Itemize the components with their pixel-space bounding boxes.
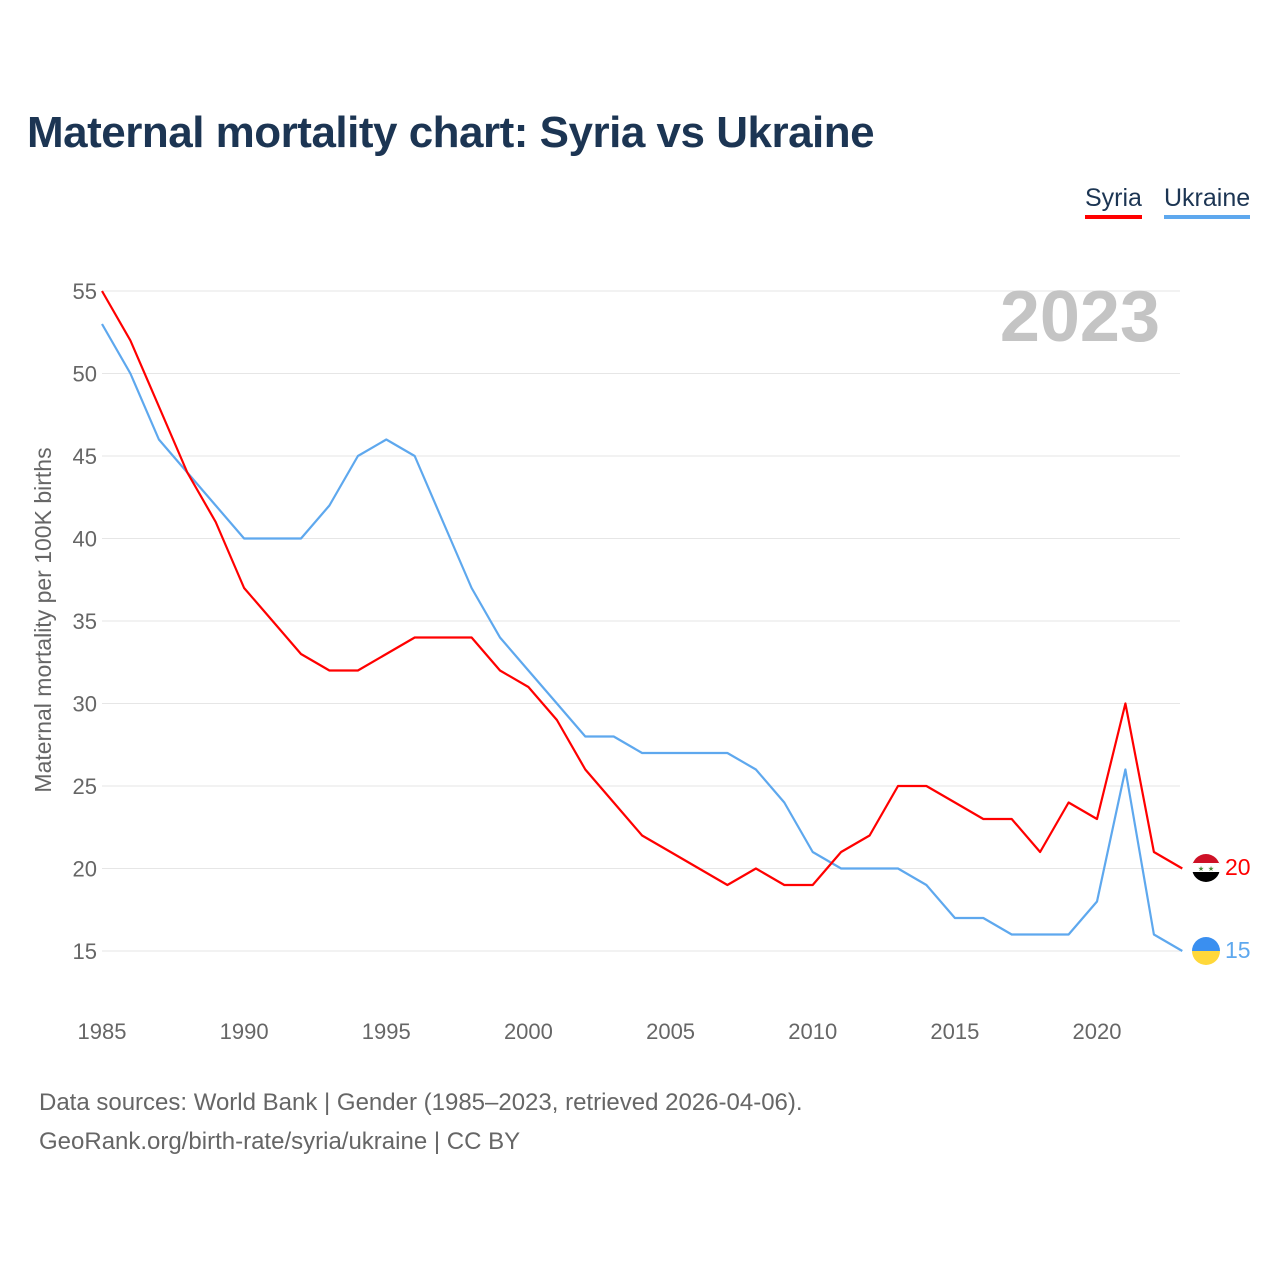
y-tick-label: 45 bbox=[73, 444, 97, 469]
x-tick-label: 1995 bbox=[362, 1019, 411, 1044]
x-tick-label: 2005 bbox=[646, 1019, 695, 1044]
page-title: Maternal mortality chart: Syria vs Ukrai… bbox=[27, 108, 875, 157]
y-tick-label: 30 bbox=[73, 692, 97, 717]
y-tick-label: 25 bbox=[73, 774, 97, 799]
y-tick-label: 35 bbox=[73, 609, 97, 634]
y-tick-label: 15 bbox=[73, 939, 97, 964]
x-tick-label: 2020 bbox=[1073, 1019, 1122, 1044]
x-tick-label: 2015 bbox=[930, 1019, 979, 1044]
svg-text:★: ★ bbox=[1208, 865, 1214, 873]
syria-flag-icon: ★ ★ bbox=[1192, 854, 1220, 882]
x-tick-label: 1990 bbox=[220, 1019, 269, 1044]
syria-line bbox=[101, 290, 1183, 887]
year-label: 2023 bbox=[1000, 277, 1160, 357]
x-tick-label: 2000 bbox=[504, 1019, 553, 1044]
y-tick-label: 40 bbox=[73, 527, 97, 552]
y-tick-label: 20 bbox=[73, 857, 97, 882]
x-tick-label: 1985 bbox=[78, 1019, 127, 1044]
x-tick-label: 2010 bbox=[788, 1019, 837, 1044]
ukraine-line bbox=[101, 323, 1183, 952]
y-tick-label: 55 bbox=[73, 279, 97, 304]
y-axis-label: Maternal mortality per 100K births bbox=[30, 447, 56, 792]
source-note: Data sources: World Bank | Gender (1985–… bbox=[39, 1089, 803, 1116]
legend-ukraine[interactable]: Ukraine bbox=[1164, 184, 1251, 219]
legend-syria[interactable]: Syria bbox=[1085, 184, 1142, 219]
ukraine-end-label: 15 bbox=[1225, 937, 1251, 963]
y-tick-label: 50 bbox=[73, 362, 97, 387]
svg-text:★: ★ bbox=[1198, 865, 1204, 873]
ukraine-flag-icon bbox=[1192, 937, 1220, 965]
source-link[interactable]: GeoRank.org/birth-rate/syria/ukraine | C… bbox=[39, 1128, 521, 1155]
syria-end-label: 20 bbox=[1225, 854, 1251, 880]
